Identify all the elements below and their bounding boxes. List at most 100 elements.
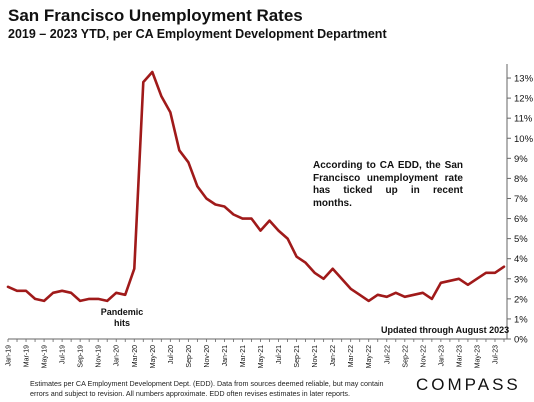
y-tick-label: 4% bbox=[514, 254, 528, 265]
chart-axes bbox=[8, 64, 508, 340]
data-point bbox=[124, 293, 127, 296]
y-tick-label: 2% bbox=[514, 294, 528, 305]
data-point bbox=[232, 213, 235, 216]
data-point bbox=[70, 291, 73, 294]
x-tick-label: Jan-19 bbox=[6, 345, 13, 367]
data-point bbox=[196, 185, 199, 188]
data-point bbox=[503, 265, 505, 268]
data-point bbox=[61, 289, 64, 292]
data-point bbox=[7, 285, 9, 288]
x-tick-label: Jan-21 bbox=[222, 345, 229, 367]
data-point bbox=[106, 299, 109, 302]
data-point bbox=[467, 283, 469, 286]
x-tick-label: May-19 bbox=[42, 345, 49, 368]
unemployment-rate-line bbox=[6, 70, 506, 303]
data-point bbox=[349, 287, 352, 290]
y-axis-ticks: 0% 1% 2% 3% 4% 5% 6% 7% 8% 9% 10% 11% 12% 13% bbox=[507, 74, 534, 346]
data-point bbox=[421, 291, 424, 294]
pandemic-annotation: Pandemic hits bbox=[100, 307, 144, 328]
data-point bbox=[485, 271, 487, 274]
data-point bbox=[331, 267, 334, 270]
data-point bbox=[268, 219, 271, 222]
x-tick-label: Jul-19 bbox=[60, 345, 67, 364]
footnote: Estimates per CA Employment Development … bbox=[30, 379, 384, 398]
x-tick-label: Jul-22 bbox=[384, 345, 391, 364]
data-point bbox=[322, 277, 325, 280]
y-tick-label: 0% bbox=[514, 335, 528, 346]
x-tick-label: Jul-23 bbox=[492, 345, 499, 364]
data-point bbox=[133, 267, 136, 270]
data-point bbox=[250, 217, 253, 220]
x-tick-label: Mar-22 bbox=[348, 345, 355, 367]
y-tick-label: 10% bbox=[514, 134, 534, 145]
x-tick-label: May-20 bbox=[150, 345, 157, 368]
data-point bbox=[458, 277, 460, 280]
data-point bbox=[304, 261, 307, 264]
data-point bbox=[448, 279, 451, 282]
x-tick-label: May-21 bbox=[258, 345, 265, 368]
x-tick-label: Jul-21 bbox=[276, 345, 283, 364]
data-point bbox=[476, 277, 478, 280]
data-point bbox=[439, 281, 442, 284]
updated-note: Updated through August 2023 bbox=[381, 325, 510, 335]
data-point bbox=[187, 161, 190, 164]
data-point bbox=[430, 297, 433, 300]
x-tick-label: Sep-21 bbox=[294, 345, 301, 368]
data-point bbox=[52, 291, 54, 294]
x-tick-label: Jan-22 bbox=[330, 345, 337, 367]
x-tick-label: Nov-20 bbox=[204, 345, 211, 368]
data-point bbox=[340, 277, 343, 280]
x-tick-label: Mar-19 bbox=[24, 345, 31, 367]
y-tick-label: 13% bbox=[514, 74, 534, 85]
data-point bbox=[223, 205, 226, 208]
data-point bbox=[295, 255, 298, 258]
data-point bbox=[403, 295, 406, 298]
data-point bbox=[494, 271, 496, 274]
x-tick-label: Jan-20 bbox=[114, 345, 121, 367]
x-tick-label: Mar-23 bbox=[456, 345, 463, 367]
data-point bbox=[385, 295, 388, 298]
data-point bbox=[43, 299, 45, 302]
x-tick-label: Sep-19 bbox=[78, 345, 85, 368]
y-tick-label: 6% bbox=[514, 214, 528, 225]
x-tick-label: Nov-21 bbox=[312, 345, 319, 368]
data-point bbox=[286, 237, 289, 240]
data-point bbox=[241, 217, 244, 220]
y-tick-label: 12% bbox=[514, 94, 534, 105]
x-tick-label: Nov-19 bbox=[96, 345, 103, 368]
data-point bbox=[178, 149, 181, 152]
y-tick-label: 5% bbox=[514, 234, 528, 245]
data-point bbox=[151, 71, 154, 73]
y-tick-label: 3% bbox=[514, 274, 528, 285]
data-point bbox=[394, 291, 397, 294]
data-point bbox=[97, 297, 100, 300]
data-point bbox=[313, 271, 316, 274]
data-point bbox=[259, 229, 262, 232]
data-point bbox=[88, 297, 91, 300]
data-point bbox=[214, 203, 217, 206]
x-tick-label: May-22 bbox=[366, 345, 373, 368]
y-tick-label: 8% bbox=[514, 174, 528, 185]
data-point bbox=[412, 293, 415, 296]
data-point bbox=[358, 293, 361, 296]
y-tick-label: 1% bbox=[514, 314, 528, 325]
data-point bbox=[205, 197, 208, 200]
data-point bbox=[376, 293, 379, 296]
data-point bbox=[142, 81, 145, 83]
x-axis-ticks: Jan-19 Mar-19 May-19 Jul-19 Sep-19 Nov-19 Jan-… bbox=[6, 339, 505, 368]
y-tick-label: 9% bbox=[514, 154, 528, 165]
data-point bbox=[169, 111, 172, 114]
x-tick-label: Jul-20 bbox=[168, 345, 175, 364]
data-point bbox=[34, 297, 36, 300]
x-tick-label: Nov-22 bbox=[420, 345, 427, 368]
data-point bbox=[160, 95, 163, 98]
x-tick-label: Jan-23 bbox=[438, 345, 445, 367]
x-tick-label: Mar-20 bbox=[132, 345, 139, 367]
data-point bbox=[277, 229, 280, 232]
y-tick-label: 11% bbox=[514, 114, 533, 125]
chart-series bbox=[6, 70, 506, 303]
compass-logo: COMPASS bbox=[416, 375, 521, 394]
chart-annotation: According to CA EDD, the San Francisco u… bbox=[313, 160, 463, 209]
data-point bbox=[25, 289, 27, 292]
